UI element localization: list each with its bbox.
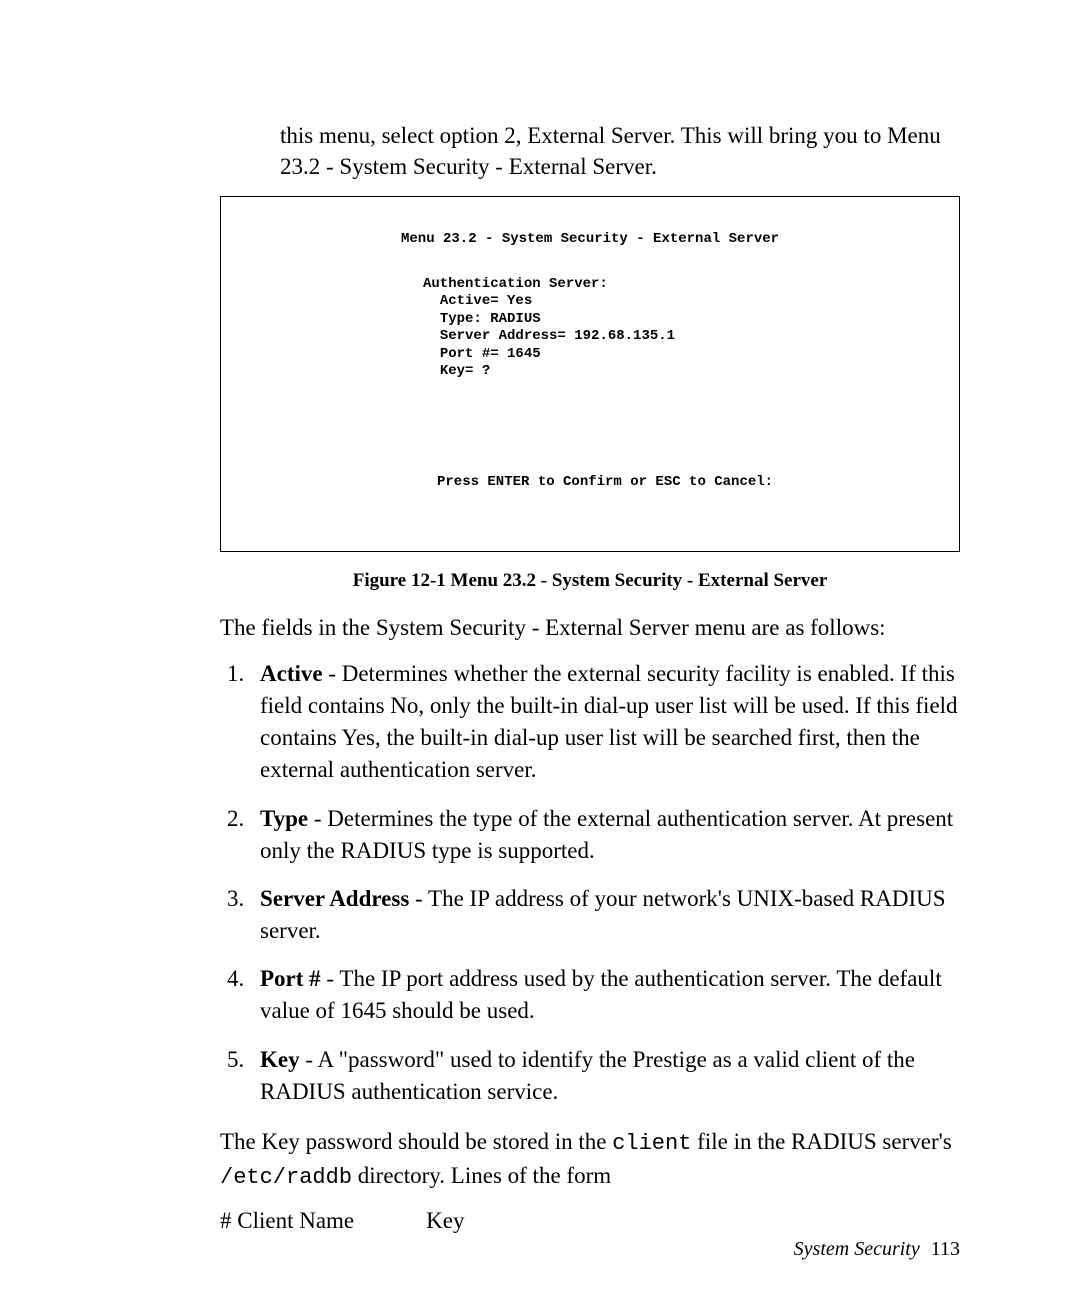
field-term: Server Address xyxy=(260,886,409,911)
terminal-line-server-address: Server Address= 192.68.135.1 xyxy=(440,328,675,344)
footer-page-number: 113 xyxy=(931,1238,960,1260)
inline-code-raddb: /etc/raddb xyxy=(220,1165,352,1190)
field-term: Active xyxy=(260,661,323,686)
after-list-post1: directory. Lines of the form xyxy=(352,1163,611,1188)
terminal-line-active: Active= Yes xyxy=(440,293,532,309)
field-desc: - The IP port address used by the authen… xyxy=(260,966,942,1023)
document-page: this menu, select option 2, External Ser… xyxy=(0,0,1080,1311)
terminal-line-port: Port #= 1645 xyxy=(440,346,541,362)
after-list-mid1: file in the RADIUS server's xyxy=(691,1129,951,1154)
terminal-line-type: Type: RADIUS xyxy=(440,311,541,327)
page-footer: System Security 113 xyxy=(794,1238,960,1261)
list-item: Type - Determines the type of the extern… xyxy=(250,803,960,867)
footer-section: System Security xyxy=(794,1238,920,1260)
list-item: Key - A "password" used to identify the … xyxy=(250,1044,960,1108)
terminal-title: Menu 23.2 - System Security - External S… xyxy=(401,231,939,249)
list-item: Server Address - The IP address of your … xyxy=(250,883,960,947)
list-item: Active - Determines whether the external… xyxy=(250,658,960,787)
terminal-section-header: Authentication Server: xyxy=(423,276,608,292)
field-term: Key xyxy=(260,1047,300,1072)
inline-code-client: client xyxy=(612,1131,691,1156)
client-key-line: # Client Name Key xyxy=(220,1208,960,1234)
after-list-pre1: The Key password should be stored in the xyxy=(220,1129,612,1154)
key-col: Key xyxy=(426,1208,464,1233)
field-desc: - Determines whether the external securi… xyxy=(260,661,958,783)
field-desc: - A "password" used to identify the Pres… xyxy=(260,1047,915,1104)
lead-paragraph: The fields in the System Security - Exte… xyxy=(220,612,960,644)
after-list-paragraph: The Key password should be stored in the… xyxy=(220,1126,960,1194)
field-list: Active - Determines whether the external… xyxy=(220,658,960,1108)
intro-paragraph: this menu, select option 2, External Ser… xyxy=(280,120,960,182)
field-desc: - Determines the type of the external au… xyxy=(260,806,953,863)
client-name-col: # Client Name xyxy=(220,1208,354,1233)
terminal-footer: Press ENTER to Confirm or ESC to Cancel: xyxy=(437,474,939,492)
field-term: Port # xyxy=(260,966,321,991)
list-item: Port # - The IP port address used by the… xyxy=(250,963,960,1027)
terminal-screenshot: Menu 23.2 - System Security - External S… xyxy=(220,196,960,552)
terminal-line-key: Key= ? xyxy=(440,363,490,379)
field-term: Type xyxy=(260,806,308,831)
terminal-body: Authentication Server: Active= Yes Type:… xyxy=(423,276,939,381)
figure-caption: Figure 12-1 Menu 23.2 - System Security … xyxy=(220,570,960,592)
